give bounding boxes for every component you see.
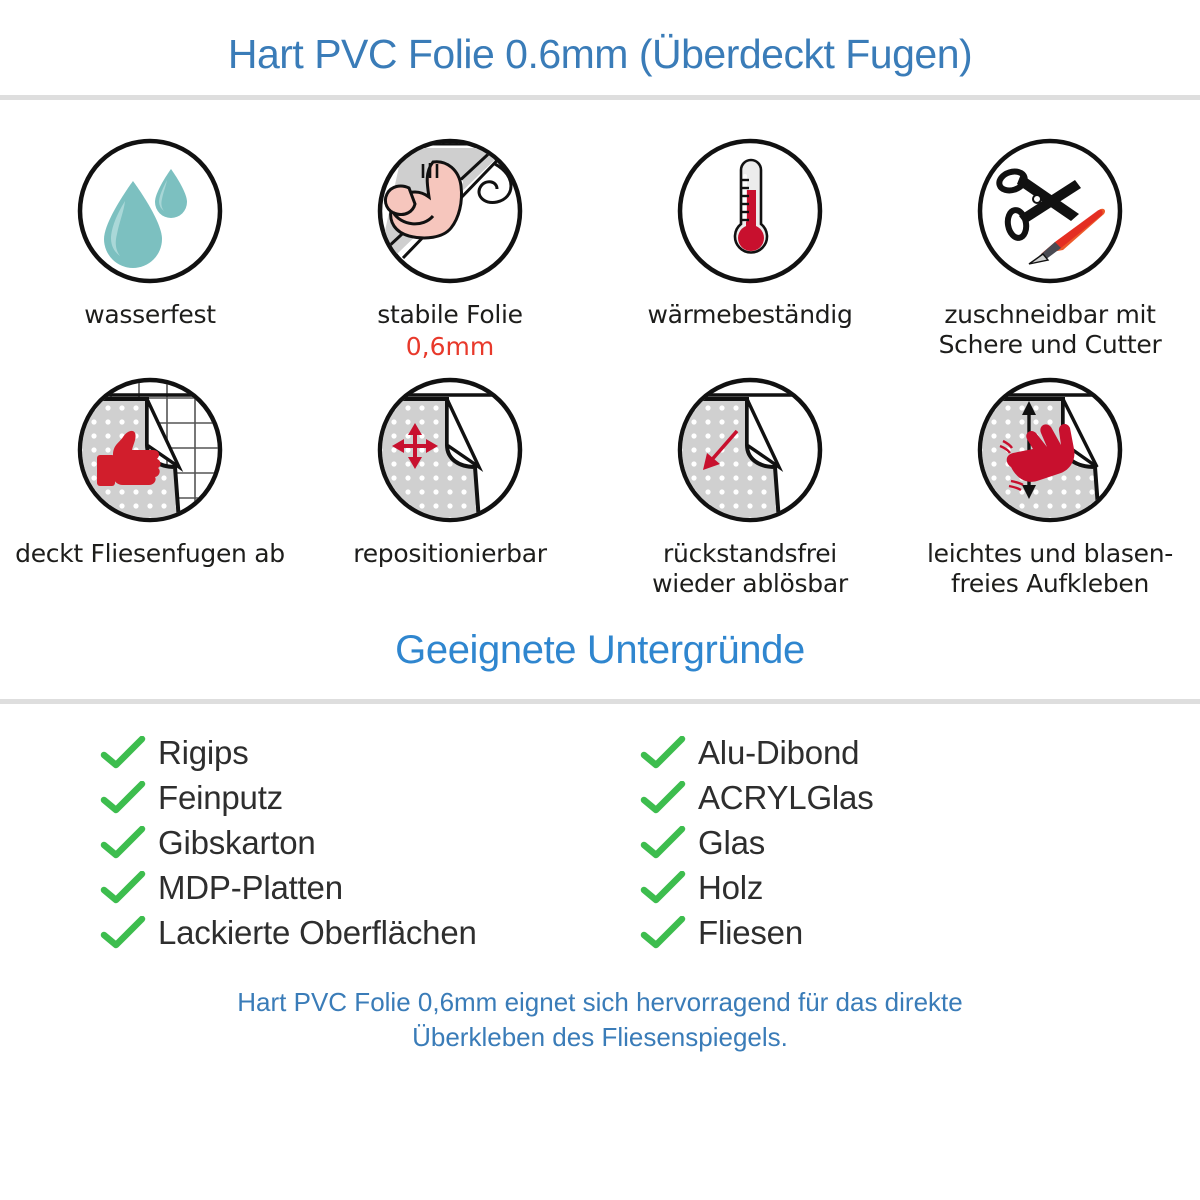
check-icon	[100, 780, 146, 815]
feature-waermebestaendig: wärmebeständig	[600, 100, 900, 361]
check-icon	[100, 870, 146, 905]
flexed-bicep-foil-icon	[375, 136, 525, 286]
water-drops-icon	[75, 136, 225, 286]
list-item-label: Rigips	[158, 734, 249, 772]
footer-note: Hart PVC Folie 0,6mm eignet sich hervorr…	[237, 987, 963, 1053]
section-title: Geeignete Untergründe	[395, 628, 805, 673]
smoothing-hand-foil-icon	[975, 375, 1125, 525]
list-item-label: Fliesen	[698, 914, 803, 952]
feature-label: rückstandsfrei wieder ablösbar	[652, 539, 848, 598]
list-item-label: Alu-Dibond	[698, 734, 860, 772]
feature-row-2: deckt Fliesenfugen ab	[0, 361, 1200, 600]
check-icon	[640, 735, 686, 770]
feature-row-1: wasserfest	[0, 100, 1200, 361]
feature-stabile-folie: stabile Folie 0,6mm	[300, 100, 600, 361]
list-item-label: MDP-Platten	[158, 869, 343, 907]
check-icon	[640, 915, 686, 950]
feature-label: deckt Fliesenfugen ab	[15, 539, 285, 569]
list-item-label: Gibskarton	[158, 824, 316, 862]
feature-label: wasserfest	[84, 300, 216, 330]
divider-middle	[0, 699, 1200, 705]
list-item: Lackierte Oberflächen	[100, 910, 640, 955]
list-item: Alu-Dibond	[640, 730, 1120, 775]
feature-wasserfest: wasserfest	[0, 100, 300, 361]
list-item: MDP-Platten	[100, 865, 640, 910]
check-icon	[100, 915, 146, 950]
check-icon	[100, 735, 146, 770]
feature-rueckstandsfrei: rückstandsfrei wieder ablösbar	[600, 361, 900, 600]
check-icon	[640, 870, 686, 905]
page-title: Hart PVC Folie 0.6mm (Überdeckt Fugen)	[227, 31, 973, 77]
list-item: Glas	[640, 820, 1120, 865]
list-item-label: ACRYLGlas	[698, 779, 874, 817]
feature-label: leichtes und blasen- freies Aufkleben	[927, 539, 1173, 598]
list-item: ACRYLGlas	[640, 775, 1120, 820]
thumbs-up-tile-foil-icon	[75, 375, 225, 525]
divider-top	[0, 95, 1200, 101]
list-item-label: Lackierte Oberflächen	[158, 914, 477, 952]
check-icon	[640, 825, 686, 860]
list-item: Gibskarton	[100, 820, 640, 865]
substrate-lists: Rigips Feinputz Gibskarton MDP-Platten	[0, 704, 1200, 955]
check-icon	[640, 780, 686, 815]
list-item: Fliesen	[640, 910, 1120, 955]
list-item: Feinputz	[100, 775, 640, 820]
thermometer-icon	[675, 136, 825, 286]
list-item: Rigips	[100, 730, 640, 775]
list-item-label: Holz	[698, 869, 764, 907]
scissors-cutter-icon	[975, 136, 1125, 286]
list-item: Holz	[640, 865, 1120, 910]
feature-label: wärmebeständig	[647, 300, 853, 330]
check-icon	[100, 825, 146, 860]
list-item-label: Glas	[698, 824, 766, 862]
feature-label: zuschneidbar mit Schere und Cutter	[938, 300, 1162, 359]
list-item-label: Feinputz	[158, 779, 283, 817]
feature-zuschneidbar: zuschneidbar mit Schere und Cutter	[900, 100, 1200, 361]
feature-repositionierbar: repositionierbar	[300, 361, 600, 600]
substrate-column-left: Rigips Feinputz Gibskarton MDP-Platten	[100, 730, 640, 955]
feature-deckt-fliesenfugen: deckt Fliesenfugen ab	[0, 361, 300, 600]
substrate-column-right: Alu-Dibond ACRYLGlas Glas Holz	[640, 730, 1120, 955]
feature-label: stabile Folie	[377, 300, 523, 330]
feature-sublabel: 0,6mm	[405, 331, 495, 361]
feature-label: repositionierbar	[353, 539, 547, 569]
feature-blasenfreies-aufkleben: leichtes und blasen- freies Aufkleben	[900, 361, 1200, 600]
move-arrows-foil-icon	[375, 375, 525, 525]
peel-arrow-foil-icon	[675, 375, 825, 525]
